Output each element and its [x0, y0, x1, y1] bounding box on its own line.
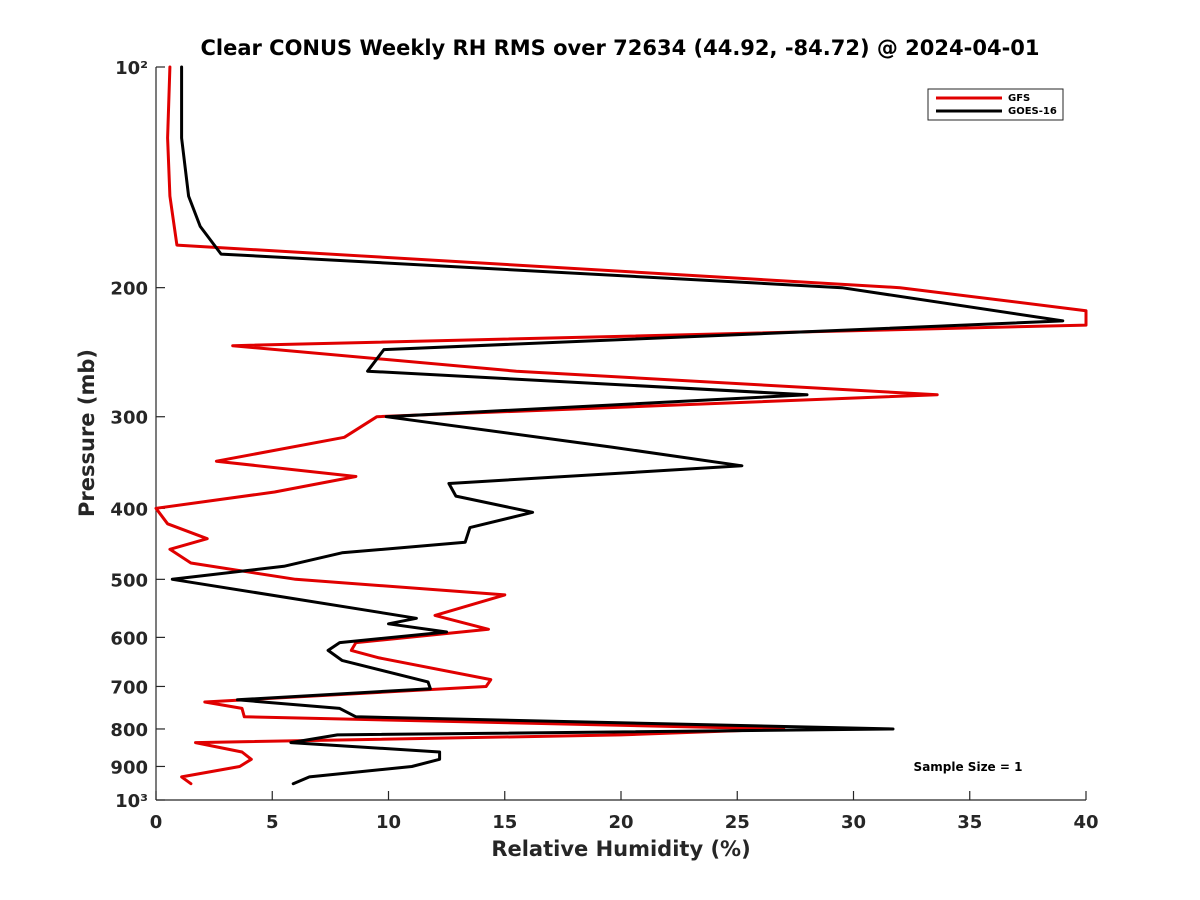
series-line-gfs — [154, 65, 1088, 786]
legend: GFS GOES-16 — [927, 88, 1064, 121]
sample-size-annotation: Sample Size = 1 — [914, 760, 1023, 774]
x-tick-label: 35 — [957, 812, 982, 833]
y-tick-label: 900 — [110, 757, 148, 778]
legend-box — [927, 88, 1064, 121]
x-tick-label: 0 — [150, 812, 163, 833]
legend-label-goes-16: GOES-16 — [1008, 106, 1057, 117]
y-tick-label: 800 — [110, 720, 148, 741]
x-tick-label: 40 — [1073, 812, 1098, 833]
y-tick-label: 700 — [110, 677, 148, 698]
y-axis-label: Pressure (mb) — [75, 349, 99, 517]
x-tick-label: 25 — [725, 812, 750, 833]
y-tick-label: 10² — [115, 58, 148, 79]
chart-title: Clear CONUS Weekly RH RMS over 72634 (44… — [200, 36, 1039, 60]
x-axis-label: Relative Humidity (%) — [491, 837, 750, 861]
y-tick-label: 600 — [110, 628, 148, 649]
y-tick-label: 400 — [110, 499, 148, 520]
y-tick-label: 500 — [110, 570, 148, 591]
plot-frame — [156, 67, 1086, 800]
x-axis-ticks: 0 5 10 15 20 25 30 35 40 — [150, 791, 1099, 833]
x-tick-label: 5 — [266, 812, 279, 833]
legend-label-gfs: GFS — [1008, 93, 1030, 104]
y-axis-ticks: 10² 200 300 400 500 600 700 800 900 10³ — [110, 58, 165, 812]
plot-area: 0 5 10 15 20 25 30 35 40 10² 200 300 400 500 600 700 80… — [110, 58, 1098, 833]
x-tick-label: 30 — [841, 812, 866, 833]
series-layer — [154, 65, 1088, 786]
y-tick-label: 10³ — [115, 791, 148, 812]
x-tick-label: 10 — [376, 812, 401, 833]
y-tick-label: 300 — [110, 408, 148, 429]
series-line-goes-16 — [170, 65, 1065, 786]
x-tick-label: 20 — [608, 812, 633, 833]
y-tick-label: 200 — [110, 279, 148, 300]
x-tick-label: 15 — [492, 812, 517, 833]
